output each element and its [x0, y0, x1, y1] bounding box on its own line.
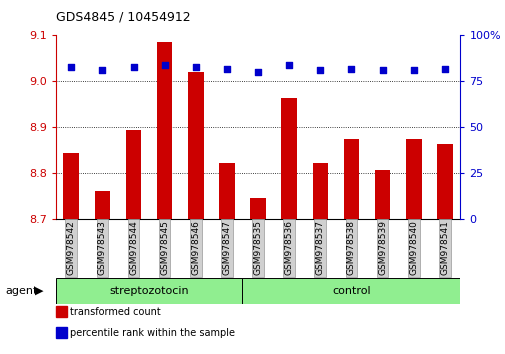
Bar — [312, 163, 327, 219]
Bar — [281, 97, 296, 219]
Text: agent: agent — [5, 286, 37, 296]
Point — [440, 66, 448, 72]
Text: GSM978541: GSM978541 — [439, 220, 448, 275]
Bar — [242, 278, 460, 304]
Bar — [405, 139, 421, 219]
Bar — [63, 153, 79, 219]
Bar — [436, 143, 452, 219]
Text: GSM978537: GSM978537 — [315, 220, 324, 275]
Point — [191, 64, 199, 69]
Point — [378, 68, 386, 73]
Text: control: control — [331, 286, 370, 296]
Point — [409, 68, 417, 73]
Bar — [343, 139, 359, 219]
Text: GSM978546: GSM978546 — [191, 220, 200, 275]
Bar — [188, 72, 203, 219]
Point — [316, 68, 324, 73]
Point — [254, 69, 262, 75]
Bar — [157, 42, 172, 219]
Text: GSM978535: GSM978535 — [253, 220, 262, 275]
Text: GSM978543: GSM978543 — [97, 220, 107, 275]
Point — [129, 64, 137, 69]
Point — [347, 66, 355, 72]
Text: GSM978542: GSM978542 — [67, 221, 76, 275]
Bar — [125, 130, 141, 219]
Text: GSM978540: GSM978540 — [409, 220, 418, 275]
Point — [67, 64, 75, 69]
Point — [222, 66, 230, 72]
Text: GSM978544: GSM978544 — [129, 221, 138, 275]
Text: GSM978547: GSM978547 — [222, 220, 231, 275]
Bar — [219, 163, 234, 219]
Text: percentile rank within the sample: percentile rank within the sample — [70, 328, 234, 338]
Text: GSM978538: GSM978538 — [346, 220, 356, 275]
Text: GSM978545: GSM978545 — [160, 220, 169, 275]
Text: GDS4845 / 10454912: GDS4845 / 10454912 — [56, 10, 190, 23]
Text: streptozotocin: streptozotocin — [109, 286, 188, 296]
Point — [98, 68, 106, 73]
Bar — [374, 170, 390, 219]
Text: GSM978539: GSM978539 — [377, 220, 386, 275]
Text: GSM978536: GSM978536 — [284, 220, 293, 275]
Bar — [56, 278, 242, 304]
Bar — [250, 198, 265, 219]
Text: ▶: ▶ — [34, 286, 43, 296]
Bar — [94, 191, 110, 219]
Text: transformed count: transformed count — [70, 307, 160, 316]
Point — [285, 62, 293, 68]
Point — [160, 62, 168, 68]
